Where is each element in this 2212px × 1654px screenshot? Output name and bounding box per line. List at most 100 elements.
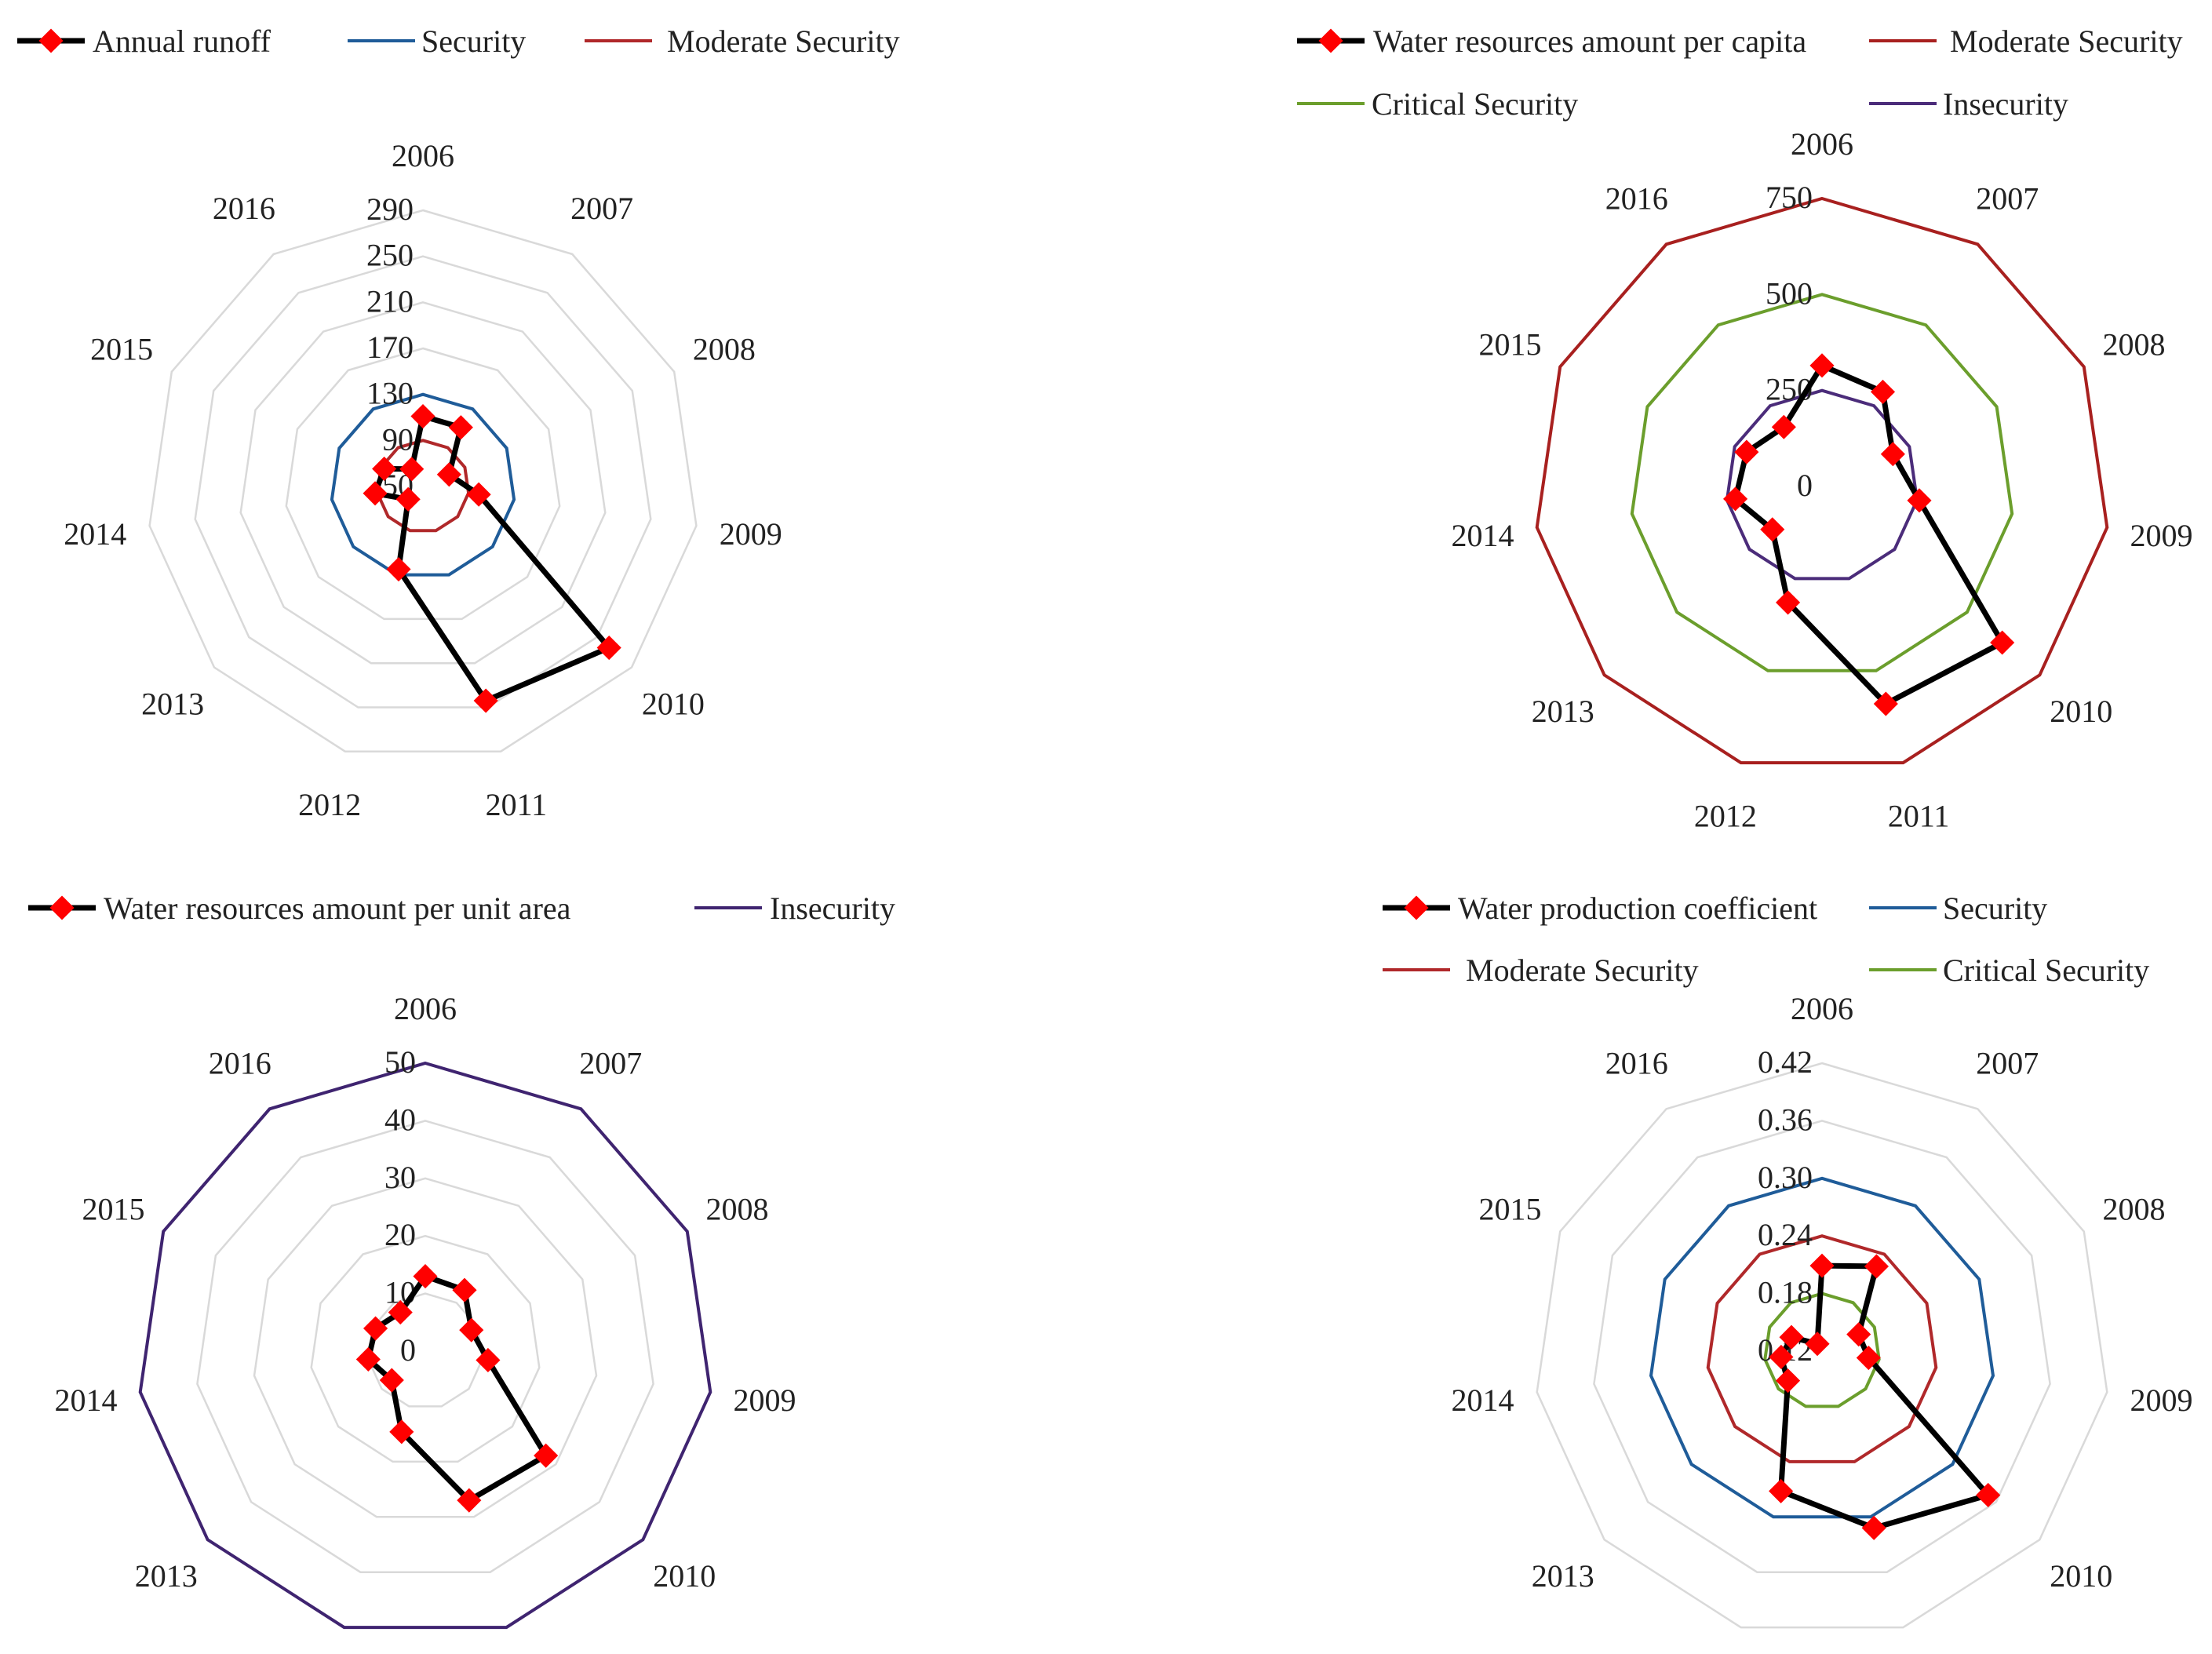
legend-marker-icon <box>1318 28 1343 53</box>
legend-item: Critical Security <box>1869 953 2149 988</box>
category-label: 2012 <box>1694 798 1757 833</box>
data-point-2007 <box>1864 1254 1889 1279</box>
data-point-2014 <box>355 1346 381 1372</box>
category-label: 2015 <box>1478 1191 1541 1226</box>
data-point-2007 <box>448 415 473 440</box>
grid-ring <box>310 1234 541 1463</box>
grid-ring <box>196 1120 654 1573</box>
category-label: 2012 <box>298 787 361 822</box>
category-label: 2009 <box>2130 1383 2193 1418</box>
category-label: 2016 <box>1605 180 1668 216</box>
legend-marker-icon <box>38 28 64 53</box>
category-label: 2007 <box>570 191 633 226</box>
grid-ring <box>1593 1120 2051 1573</box>
legend-item: Water production coefficient <box>1383 891 1817 926</box>
tick-label: 30 <box>384 1160 416 1195</box>
category-label: 2008 <box>693 332 756 367</box>
radar-chart-3: 0102030405020062007200820092010201120122… <box>28 891 895 1630</box>
grid-ring <box>1536 197 2108 764</box>
category-label: 2011 <box>486 787 548 822</box>
tick-label: 90 <box>382 421 414 457</box>
data-point-2009 <box>1907 488 1932 513</box>
tick-label: 20 <box>384 1217 416 1252</box>
data-point-2008 <box>1846 1322 1871 1347</box>
legend-label: Moderate Security <box>1950 24 2183 59</box>
data-point-2011 <box>1861 1515 1886 1540</box>
grid-ring <box>367 1292 483 1408</box>
data-point-2016 <box>1771 414 1796 439</box>
category-label: 2006 <box>1791 991 1853 1026</box>
legend-label: Critical Security <box>1943 953 2149 988</box>
data-point-2009 <box>1856 1345 1881 1371</box>
legend-label: Insecurity <box>770 891 895 926</box>
tick-label: 0 <box>1797 468 1813 503</box>
legend-label: Water resources amount per capita <box>1373 24 1806 59</box>
category-label: 2016 <box>213 191 275 226</box>
category-label: 2006 <box>394 991 457 1026</box>
tick-label: 0.24 <box>1758 1217 1813 1252</box>
reference-line-critical-security <box>1763 1292 1881 1408</box>
legend-item: Moderate Security <box>1383 953 1699 988</box>
legend: Water resources amount per capita Moderat… <box>1297 24 2183 122</box>
reference-line-insecurity <box>138 1061 712 1630</box>
grid-ring <box>148 209 698 752</box>
data-point-2007 <box>452 1277 477 1302</box>
data-point-2015 <box>1734 439 1759 465</box>
data-point-2006 <box>410 403 435 429</box>
legend-label: Security <box>421 24 526 59</box>
data-point-2013 <box>1775 1368 1801 1394</box>
tick-label: 750 <box>1766 180 1813 215</box>
tick-label: 500 <box>1766 275 1813 311</box>
reference-line-moderate-security <box>1706 1234 1938 1463</box>
reference-line-moderate-security <box>1535 196 2109 765</box>
legend-label: Annual runoff <box>93 24 271 59</box>
data-point-2013 <box>379 1368 404 1393</box>
legend-item: Critical Security <box>1297 86 1578 122</box>
category-label: 2015 <box>1478 326 1541 362</box>
tick-label: 170 <box>366 330 414 365</box>
tick-label: 210 <box>366 283 414 319</box>
data-point-2014 <box>1723 486 1748 512</box>
data-point-2013 <box>1760 517 1785 542</box>
category-label: 2013 <box>1532 1558 1594 1594</box>
category-label: 2015 <box>82 1191 144 1226</box>
category-label: 2009 <box>720 516 782 552</box>
category-label: 2016 <box>1605 1045 1668 1080</box>
tick-label: 50 <box>384 1044 416 1080</box>
category-label: 2014 <box>64 516 126 552</box>
reference-line-insecurity <box>1725 388 1919 581</box>
legend-item: Moderate Security <box>585 24 900 59</box>
legend-item: Security <box>1869 891 2047 926</box>
category-label: 2014 <box>1451 1383 1514 1418</box>
reference-line-critical-security <box>1630 293 2014 672</box>
reference-line-security <box>330 392 516 577</box>
category-label: 2013 <box>135 1558 198 1594</box>
category-label: 2008 <box>2103 1191 2166 1226</box>
tick-label: 40 <box>384 1102 416 1137</box>
tick-label: 0.18 <box>1758 1275 1813 1310</box>
category-label: 2006 <box>392 138 454 173</box>
data-point-2016 <box>1805 1332 1830 1357</box>
category-label: 2016 <box>209 1045 271 1080</box>
legend-item: Insecurity <box>1869 86 2068 122</box>
legend-item: Annual runoff <box>17 24 271 59</box>
data-point-2014 <box>363 481 388 506</box>
legend-label: Critical Security <box>1372 86 1578 122</box>
data-point-2014 <box>1769 1344 1794 1370</box>
legend-label: Water production coefficient <box>1458 891 1817 926</box>
category-label: 2014 <box>1451 518 1514 553</box>
legend-label: Water resources amount per unit area <box>104 891 571 926</box>
category-label: 2010 <box>2050 694 2112 729</box>
radar-chart-1: 5090130170210250290200620072008200920102… <box>17 24 900 822</box>
category-label: 2009 <box>2130 518 2193 553</box>
legend-item: Insecurity <box>694 891 895 926</box>
radar-chart-4: 0.120.180.240.300.360.422006200720082009… <box>1383 891 2193 1629</box>
grid-ring <box>1536 1062 2108 1629</box>
radar-chart-2: 0250500750200620072008200920102011201220… <box>1297 24 2193 833</box>
grid-ring <box>139 1062 712 1629</box>
category-label: 2007 <box>579 1045 642 1080</box>
data-point-2015 <box>1779 1324 1804 1350</box>
category-label: 2011 <box>1888 798 1950 833</box>
tick-label: 0.30 <box>1758 1160 1813 1195</box>
